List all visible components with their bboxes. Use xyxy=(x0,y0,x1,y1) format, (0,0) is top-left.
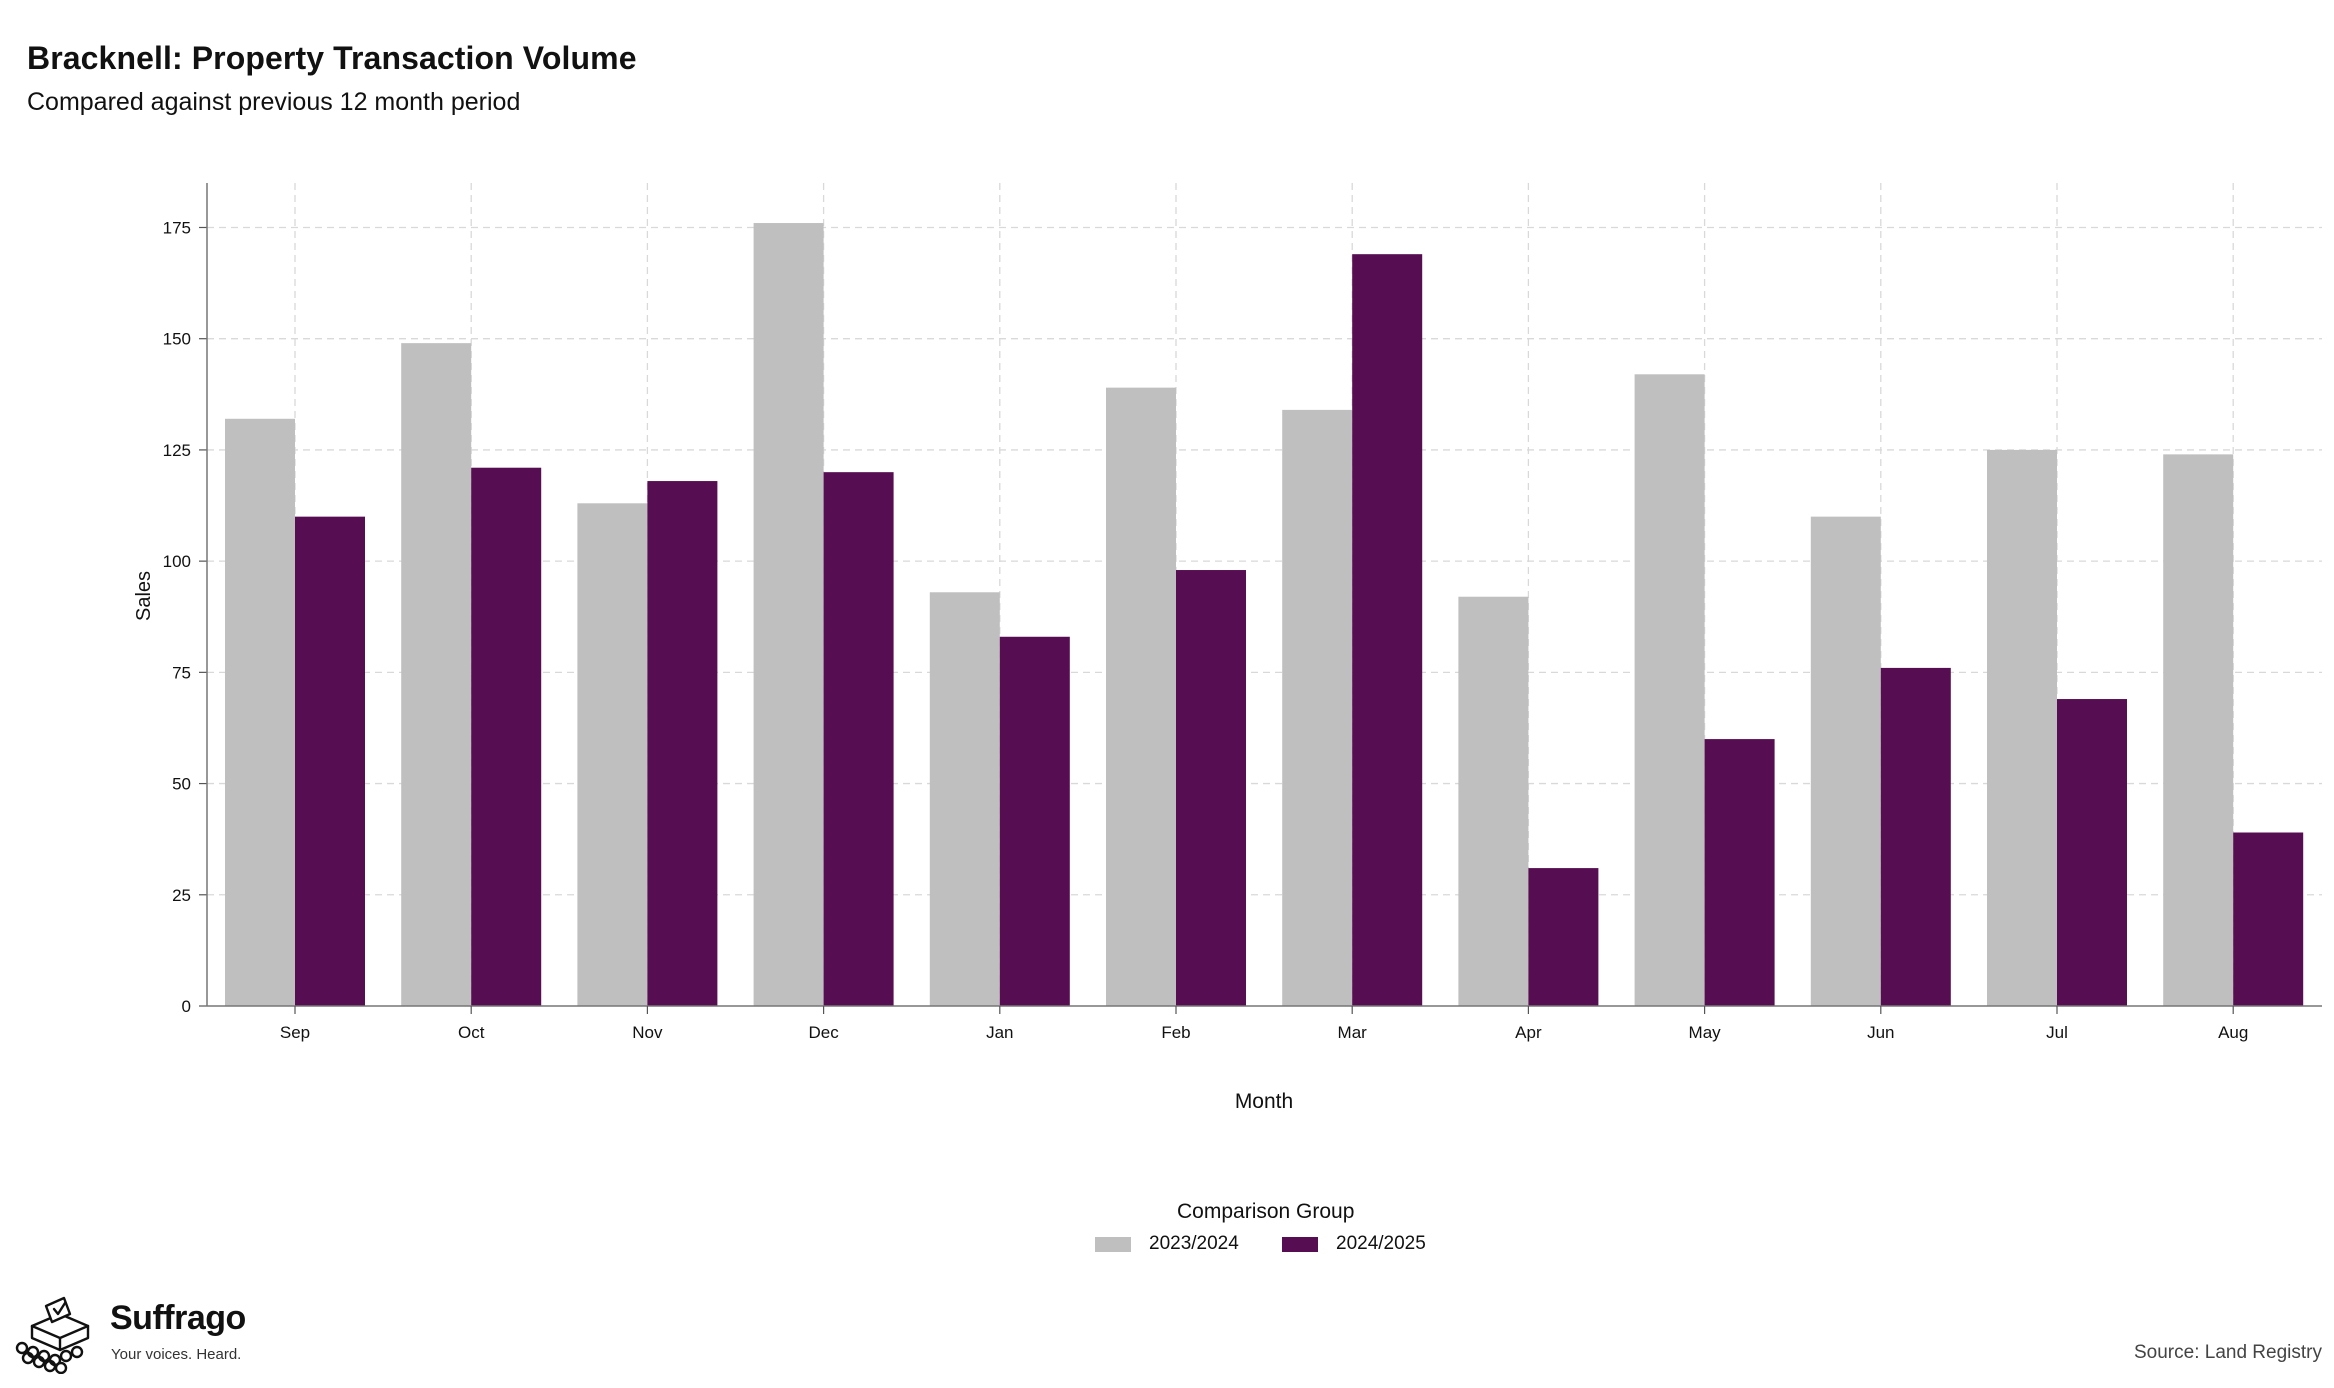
legend-swatch xyxy=(1095,1236,1131,1252)
x-tick-label: Sep xyxy=(280,1023,310,1042)
bar-2023-2024-Jul xyxy=(1987,449,2057,1006)
bar-2024-2025-Jun xyxy=(1880,667,1951,1006)
y-tick-label: 0 xyxy=(182,997,191,1016)
x-tick-label: May xyxy=(1689,1023,1722,1042)
brand-tagline: Your voices. Heard. xyxy=(111,1346,242,1363)
x-tick-label: Jun xyxy=(1867,1023,1894,1042)
bar-2023-2024-Aug xyxy=(2163,454,2234,1006)
legend-item-2024-2025: 2024/2025 xyxy=(1282,1233,1426,1255)
bar-2024-2025-Sep xyxy=(295,516,365,1006)
y-tick-label: 175 xyxy=(163,218,191,237)
axes: 0 25 50 75 100 125 150 175 Sep Oct Nov Dec Jan Feb Mar… xyxy=(133,183,2322,1113)
bar-2023-2024-Jan xyxy=(929,592,1000,1006)
bar-2023-2024-Jun xyxy=(1810,516,1881,1006)
bar-2024-2025-Aug xyxy=(2233,832,2304,1006)
y-axis-label: Sales xyxy=(133,571,155,621)
chart-title: Bracknell: Property Transaction Volume xyxy=(27,40,637,76)
bar-2023-2024-Mar xyxy=(1282,409,1353,1006)
y-tick-label: 100 xyxy=(163,552,191,571)
x-tick-label: Mar xyxy=(1338,1023,1368,1042)
bar-2023-2024-May xyxy=(1634,374,1705,1007)
bar-2024-2025-Oct xyxy=(471,467,542,1006)
bar-2023-2024-Oct xyxy=(401,343,472,1006)
ballot-box-icon xyxy=(15,1296,90,1375)
bar-2024-2025-Jul xyxy=(2057,699,2127,1006)
bar-2024-2025-Nov xyxy=(647,481,718,1006)
y-tick-label: 125 xyxy=(163,441,191,460)
source-note: Source: Land Registry xyxy=(2134,1342,2322,1363)
bar-2024-2025-Feb xyxy=(1176,570,1246,1006)
y-tick-label: 50 xyxy=(172,775,191,794)
y-tick-label: 25 xyxy=(172,886,191,905)
x-tick-label: Feb xyxy=(1161,1023,1190,1042)
brand-logo: Suffrago Your voices. Heard. xyxy=(14,1294,254,1375)
legend-label: 2023/2024 xyxy=(1149,1233,1239,1254)
bar-2024-2025-Jan xyxy=(999,636,1070,1006)
chart-subtitle: Compared against previous 12 month perio… xyxy=(27,88,521,116)
bar-2024-2025-Dec xyxy=(823,472,894,1006)
x-tick-label: Apr xyxy=(1515,1023,1542,1042)
legend-label: 2024/2025 xyxy=(1336,1233,1426,1254)
x-tick-label: Jul xyxy=(2046,1023,2068,1042)
y-tick-label: 75 xyxy=(172,663,191,682)
bar-2023-2024-Apr xyxy=(1458,596,1529,1006)
legend-swatch xyxy=(1282,1236,1318,1252)
x-axis-label: Month xyxy=(1235,1090,1293,1113)
bar-2024-2025-Mar xyxy=(1352,254,1423,1007)
bar-2023-2024-Sep xyxy=(225,418,295,1006)
x-tick-label: Oct xyxy=(458,1023,485,1042)
bar-2023-2024-Feb xyxy=(1106,387,1176,1007)
bar-2024-2025-Apr xyxy=(1528,868,1599,1006)
bar-2023-2024-Nov xyxy=(577,503,648,1006)
bars xyxy=(225,223,2304,1007)
x-tick-label: Jan xyxy=(986,1023,1013,1042)
bar-2023-2024-Dec xyxy=(753,223,824,1006)
x-tick-label: Aug xyxy=(2218,1023,2248,1042)
y-tick-label: 150 xyxy=(163,330,191,349)
x-tick-label: Nov xyxy=(632,1023,663,1042)
x-tick-label: Dec xyxy=(808,1023,839,1042)
legend-title: Comparison Group xyxy=(1177,1200,1355,1223)
legend-item-2023-2024: 2023/2024 xyxy=(1095,1233,1239,1255)
brand-name: Suffrago xyxy=(110,1299,246,1337)
bar-2024-2025-May xyxy=(1704,739,1775,1006)
